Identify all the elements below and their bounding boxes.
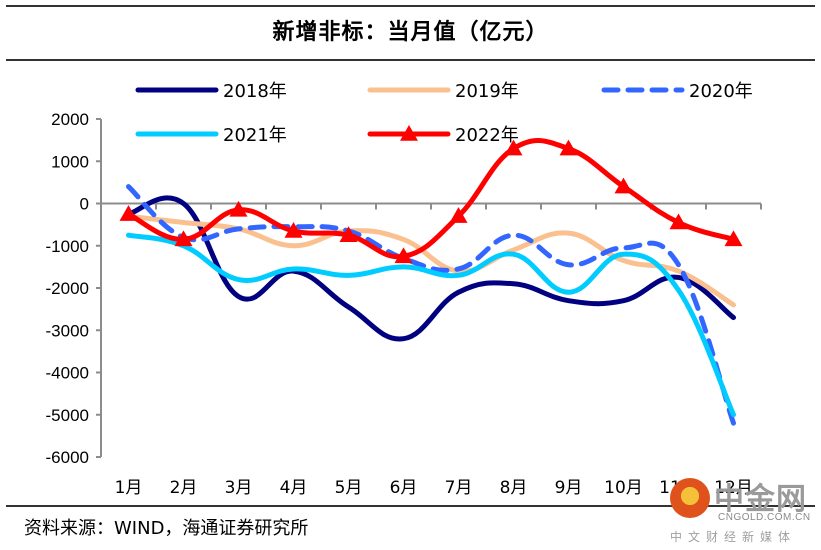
legend-label: 2020年 xyxy=(689,81,753,102)
y-tick-label: -1000 xyxy=(46,237,89,256)
x-tick-label: 5月 xyxy=(335,478,363,498)
y-tick-label: -4000 xyxy=(46,364,89,383)
legend-item: 2019年 xyxy=(367,81,519,102)
series-lines xyxy=(119,138,743,426)
x-tick-label: 2月 xyxy=(170,478,198,498)
legend-item: 2022年 xyxy=(367,125,519,146)
data-point-marker xyxy=(449,207,468,223)
x-tick-label: 12月 xyxy=(714,478,753,498)
data-point-marker xyxy=(614,177,633,194)
data-point-marker xyxy=(229,200,248,217)
y-tick-label: 2000 xyxy=(51,110,89,129)
y-tick-label: 1000 xyxy=(51,152,89,171)
x-tick-label: 10月 xyxy=(604,478,643,498)
y-tick-label: -5000 xyxy=(46,406,89,425)
series-line xyxy=(126,184,736,426)
x-tick-label: 1月 xyxy=(115,478,143,498)
x-tick-label: 4月 xyxy=(280,478,308,498)
watermark-domain: CNGOLD.COM.CN xyxy=(718,512,811,523)
y-tick-label: -2000 xyxy=(46,279,89,298)
source-note: 资料来源：WIND，海通证券研究所 xyxy=(24,518,309,539)
x-tick-label: 7月 xyxy=(445,478,473,498)
y-tick-label: 0 xyxy=(80,195,89,214)
data-point-marker xyxy=(559,139,578,156)
series-2020 xyxy=(126,184,736,426)
data-point-marker xyxy=(339,226,358,242)
legend-item: 2018年 xyxy=(135,81,287,102)
y-tick-label: -3000 xyxy=(46,321,89,340)
watermark: 中金网 CNGOLD.COM.CN 中文财经新媒体 xyxy=(664,470,814,550)
data-point-marker xyxy=(284,221,303,238)
bottom-rule xyxy=(6,505,815,507)
axes: 2000 1000 0 -1000 -2000 -3000 -4000 -5000 -6000 1… xyxy=(46,110,762,498)
legend-label: 2018年 xyxy=(223,81,287,102)
legend-item: 2021年 xyxy=(135,125,287,146)
data-point-marker xyxy=(669,213,688,230)
x-tick-label: 8月 xyxy=(500,478,528,498)
x-tick-label: 9月 xyxy=(555,478,583,498)
y-tick-label: -6000 xyxy=(46,448,89,467)
series-2021 xyxy=(126,232,736,418)
title-rule xyxy=(6,59,815,61)
series-line xyxy=(126,195,736,342)
watermark-tagline: 中文财经新媒体 xyxy=(670,530,797,544)
x-tick-label: 3月 xyxy=(225,478,253,498)
data-point-marker xyxy=(394,247,413,264)
series-2022 xyxy=(119,138,743,264)
watermark-name: 中金网 xyxy=(714,482,807,517)
legend-label: 2021年 xyxy=(223,125,287,146)
legend-label: 2019年 xyxy=(455,81,519,102)
cngold-logo-icon xyxy=(670,478,710,518)
data-point-marker xyxy=(174,230,193,247)
data-point-marker xyxy=(119,205,138,221)
top-rule xyxy=(6,5,815,7)
legend: 2018年 2019年 2020年 2021年 2022年 xyxy=(135,81,753,146)
legend-marker-icon xyxy=(400,125,418,141)
data-point-marker xyxy=(504,139,523,156)
x-tick-label: 6月 xyxy=(390,478,418,498)
data-point-marker xyxy=(724,230,743,247)
series-line xyxy=(126,138,736,260)
chart-title: 新增非标：当月值（亿元） xyxy=(272,20,549,45)
legend-item: 2020年 xyxy=(601,81,753,102)
legend-label: 2022年 xyxy=(455,125,519,146)
